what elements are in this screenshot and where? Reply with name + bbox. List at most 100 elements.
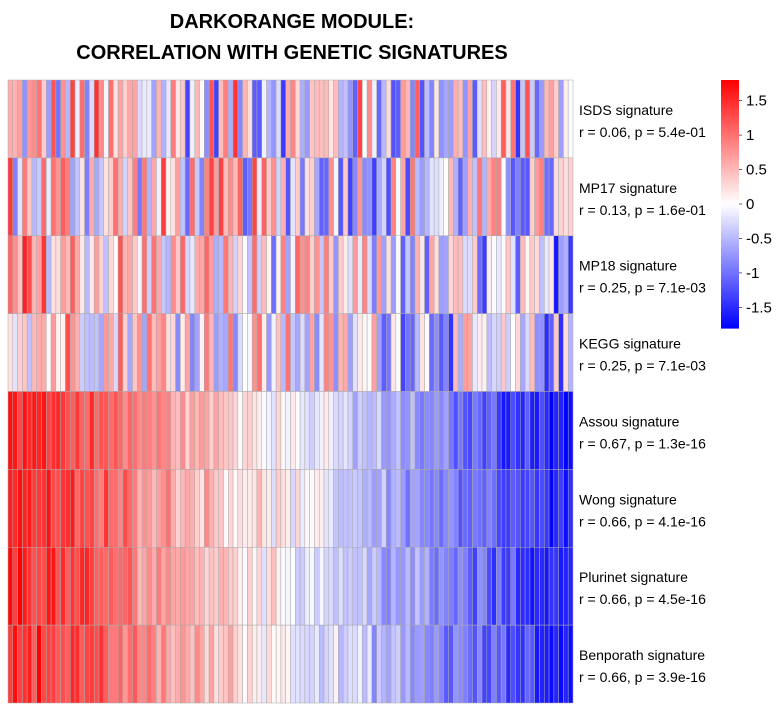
heatmap-cell — [544, 157, 550, 237]
heatmap-cell — [22, 313, 28, 392]
heatmap-cell — [70, 624, 76, 704]
heatmap-cell — [371, 157, 377, 237]
heatmap-cell — [376, 624, 382, 704]
heatmap-cell — [342, 235, 349, 314]
heatmap-cell — [290, 313, 296, 392]
heatmap-cell — [79, 235, 85, 314]
heatmap-cell — [151, 624, 157, 704]
heatmap-cell — [204, 157, 210, 237]
heatmap-cell — [261, 469, 267, 548]
heatmap-cell — [481, 469, 488, 548]
heatmap-cell — [500, 547, 507, 626]
heatmap-cell — [285, 235, 291, 314]
heatmap-cell — [266, 313, 272, 392]
heatmap-cell — [237, 79, 243, 159]
heatmap-cell — [180, 469, 186, 548]
heatmap-cell — [223, 79, 229, 159]
legend-color-step — [721, 193, 739, 197]
heatmap-cell — [237, 469, 243, 548]
heatmap-cell — [113, 469, 119, 548]
heatmap-cell — [424, 547, 430, 626]
heatmap-cell — [491, 547, 497, 626]
heatmap-cell — [46, 547, 52, 626]
heatmap-cell — [491, 391, 497, 470]
heatmap-cell — [122, 235, 128, 314]
heatmap-cell — [462, 469, 468, 548]
heatmap-cell — [247, 313, 253, 392]
heatmap-cell — [160, 79, 167, 159]
row-stat-label: r = 0.25, p = 7.1e-03 — [579, 280, 706, 296]
heatmap-cell — [496, 235, 502, 314]
heatmap-cell — [285, 79, 291, 159]
heatmap-cell — [472, 79, 478, 159]
heatmap-cell — [117, 624, 124, 704]
heatmap-cell — [395, 157, 401, 237]
heatmap-cell — [208, 313, 215, 392]
heatmap-cell — [366, 391, 373, 470]
heatmap-cell — [65, 547, 71, 626]
legend-color-step — [721, 319, 739, 323]
heatmap-cell — [132, 624, 138, 704]
heatmap-cell — [472, 157, 478, 237]
heatmap-cell — [563, 469, 569, 548]
heatmap-cell — [151, 547, 157, 626]
heatmap-cell — [180, 313, 186, 392]
heatmap-cell — [194, 547, 200, 626]
legend-color-step — [721, 135, 739, 139]
heatmap-cell — [12, 624, 18, 704]
heatmap-cell — [184, 79, 191, 159]
legend-color-step — [721, 243, 739, 246]
heatmap-cell — [108, 157, 114, 237]
heatmap-cell — [505, 235, 512, 314]
legend-color-step — [721, 297, 739, 300]
heatmap-cell — [275, 547, 282, 626]
heatmap-cell — [338, 79, 344, 159]
heatmap-cell — [46, 157, 52, 237]
heatmap-cell — [98, 313, 105, 392]
heatmap-cell — [304, 157, 310, 237]
heatmap-cell — [409, 391, 416, 470]
heatmap-cell — [529, 235, 535, 314]
heatmap-cell — [433, 391, 440, 470]
heatmap-cell — [347, 391, 353, 470]
heatmap-cell — [89, 624, 95, 704]
heatmap-cell — [137, 157, 143, 237]
legend-color-step — [721, 201, 739, 205]
heatmap-cell — [184, 469, 191, 548]
heatmap-cell — [414, 547, 421, 626]
heatmap-cell — [89, 391, 95, 470]
row-stat-label: r = 0.67, p = 1.3e-16 — [579, 435, 706, 451]
heatmap-cell — [419, 235, 425, 314]
heatmap-cell — [567, 157, 574, 237]
heatmap-cell — [228, 469, 234, 548]
heatmap-cell — [93, 157, 100, 237]
heatmap-cell — [429, 391, 435, 470]
heatmap-cell — [242, 469, 248, 548]
heatmap-cell — [347, 235, 353, 314]
heatmap-cell — [558, 469, 564, 548]
heatmap-cell — [429, 313, 435, 392]
heatmap-cell — [429, 624, 435, 704]
heatmap-cell — [414, 235, 421, 314]
legend-color-step — [721, 280, 739, 284]
legend-color-step — [721, 168, 739, 172]
heatmap-cell — [467, 391, 473, 470]
heatmap-cell — [323, 235, 330, 314]
heatmap-cell — [98, 79, 105, 159]
heatmap-cell — [98, 547, 105, 626]
heatmap-cell — [558, 79, 564, 159]
heatmap-cell — [395, 313, 401, 392]
heatmap-cell — [500, 79, 507, 159]
heatmap-cell — [74, 157, 81, 237]
heatmap-cell — [381, 391, 387, 470]
heatmap-cell — [472, 235, 478, 314]
heatmap-cell — [194, 79, 200, 159]
heatmap-cell — [175, 547, 181, 626]
heatmap-cell — [247, 624, 253, 704]
heatmap-cell — [481, 313, 488, 392]
heatmap-cell — [31, 79, 37, 159]
heatmap-cell — [309, 235, 315, 314]
heatmap-cell — [314, 157, 320, 237]
heatmap-cell — [457, 391, 464, 470]
heatmap-cell — [84, 624, 90, 704]
